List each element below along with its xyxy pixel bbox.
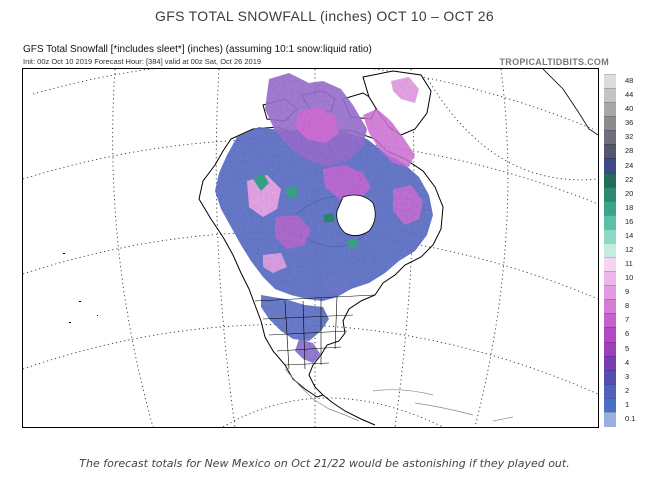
- europe-edge-outline: [542, 69, 598, 136]
- colorbar-swatch: [604, 271, 616, 287]
- colorbar-swatch: [604, 397, 616, 413]
- colorbar-label: 10: [625, 273, 634, 283]
- colorbar-swatch: [604, 285, 616, 301]
- colorbar-label: 7: [625, 315, 630, 325]
- colorbar-swatch: [604, 214, 616, 230]
- snowfall-map-figure: GFS Total Snowfall [*includes sleet*] (i…: [20, 44, 635, 429]
- snowfall-map: [22, 68, 599, 428]
- colorbar-swatch: [604, 144, 616, 160]
- map-graphic: [23, 69, 598, 427]
- map-credit: TROPICALTIDBITS.COM: [499, 57, 609, 67]
- colorbar-swatch: [604, 186, 616, 202]
- islands: [63, 253, 98, 323]
- colorbar-swatch: [604, 369, 616, 385]
- colorbar-swatch: [604, 116, 616, 132]
- colorbar-label: 0.1: [625, 413, 636, 423]
- colorbar-label: 12: [625, 245, 634, 254]
- colorbar-swatch: [604, 327, 616, 343]
- colorbar-label: 28: [625, 146, 634, 156]
- colorbar-swatch: [604, 341, 616, 357]
- colorbar-label: 40: [625, 104, 634, 114]
- figure-caption: The forecast totals for New Mexico on Oc…: [79, 457, 570, 470]
- page-title: GFS TOTAL SNOWFALL (inches) OCT 10 – OCT…: [155, 8, 494, 24]
- colorbar-label: 20: [625, 188, 634, 198]
- colorbar-swatch: [604, 102, 616, 118]
- mexico-caribbean-outlines: [284, 368, 514, 422]
- colorbar-label: 22: [625, 174, 634, 184]
- colorbar-swatch: [604, 172, 616, 188]
- colorbar-swatch: [604, 355, 616, 371]
- colorbar-label: 8: [625, 301, 630, 311]
- colorbar-label: 18: [625, 202, 634, 212]
- colorbar-swatch: [604, 228, 616, 244]
- colorbar-label: 32: [625, 132, 634, 142]
- colorbar-label: 24: [625, 160, 634, 170]
- colorbar-label: 1: [625, 399, 630, 409]
- colorbar-label: 5: [625, 343, 630, 353]
- snowfall-fields: [215, 73, 433, 363]
- colorbar-label: 14: [625, 230, 634, 240]
- colorbar-swatch: [604, 158, 616, 174]
- colorbar-label: 9: [625, 287, 630, 297]
- colorbar-label: 3: [625, 371, 630, 381]
- map-title: GFS Total Snowfall [*includes sleet*] (i…: [23, 44, 372, 55]
- colorbar-label: 2: [625, 385, 630, 395]
- colorbar-swatch: [604, 74, 616, 90]
- colorbar-swatch: [604, 242, 616, 259]
- colorbar-swatch: [604, 257, 616, 273]
- colorbar-label: 11: [625, 259, 633, 269]
- map-valid-time: Init: 00z Oct 10 2019 Forecast Hour: [38…: [23, 57, 262, 66]
- colorbar-label: 48: [625, 76, 634, 86]
- snowfall-colorbar: [604, 74, 616, 427]
- colorbar-swatch: [604, 313, 616, 329]
- colorbar-swatch: [604, 383, 616, 399]
- hudson-bay: [336, 194, 376, 236]
- colorbar-swatch: [604, 411, 616, 427]
- colorbar-swatch: [604, 299, 616, 315]
- colorbar-label: 44: [625, 90, 634, 100]
- colorbar-label: 36: [625, 118, 634, 128]
- state-boundaries: [254, 294, 376, 370]
- colorbar-label: 16: [625, 216, 634, 226]
- colorbar-label: 6: [625, 329, 630, 339]
- colorbar-swatch: [604, 200, 616, 216]
- colorbar-label: 4: [625, 357, 630, 367]
- colorbar-swatch: [604, 88, 616, 104]
- colorbar-swatch: [604, 130, 616, 146]
